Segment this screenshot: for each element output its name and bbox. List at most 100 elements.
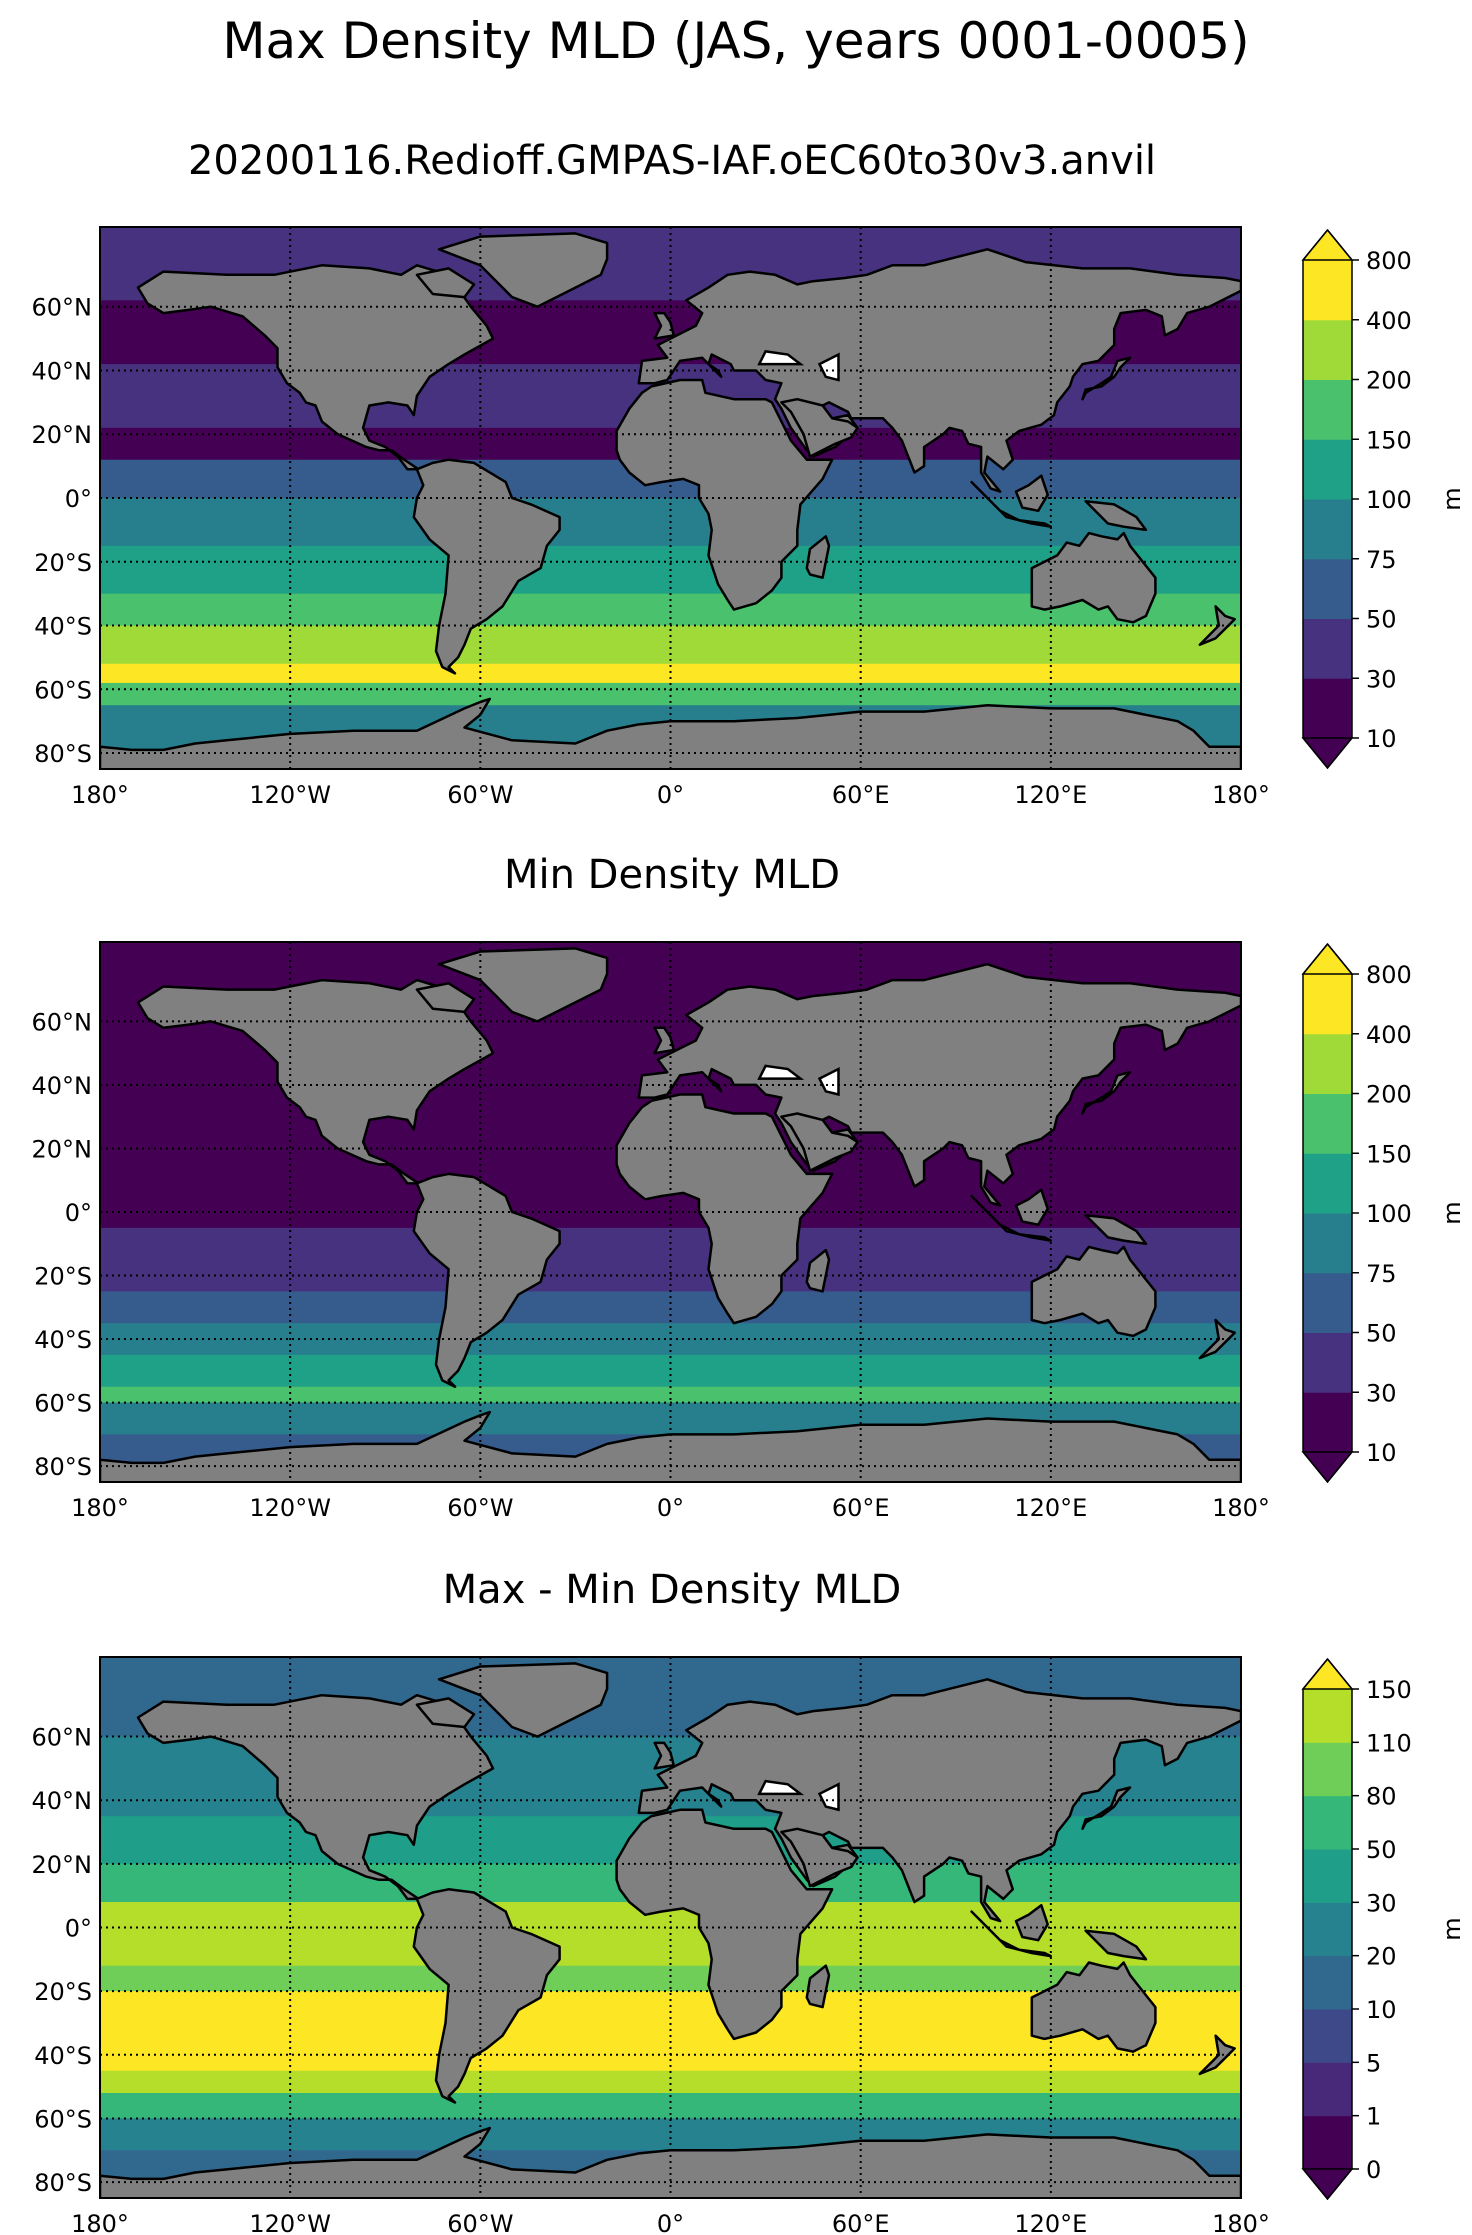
colorbar-tick-label: 50 xyxy=(1366,1836,1397,1864)
colorbar-min: 10 30 50 75 100 150 200 400 800 m xyxy=(1301,942,1466,1484)
black-sea xyxy=(757,1064,805,1080)
colorbar-tick-label: 10 xyxy=(1366,725,1397,753)
colorbar-segment xyxy=(1303,618,1352,679)
landmass-eurasia xyxy=(637,248,1241,493)
colorbar-segment xyxy=(1303,1332,1352,1393)
longitude-tick-label: 180° xyxy=(1212,1494,1270,1522)
colorbar-tick-label: 30 xyxy=(1366,665,1397,693)
colorbar-segment xyxy=(1303,1955,1352,2010)
landmass-arabia xyxy=(780,1827,859,1888)
caspian-sea xyxy=(817,1782,840,1812)
longitude-tick-label: 180° xyxy=(71,781,129,809)
longitude-tick-label: 120°E xyxy=(1014,781,1087,809)
landmass-new-zealand xyxy=(1198,2034,1236,2076)
colorbar-tick-label: 200 xyxy=(1366,1081,1412,1109)
longitude-tick-label: 60°W xyxy=(447,1494,513,1522)
colorbar-tick-label: 75 xyxy=(1366,1260,1397,1288)
latitude-tick-label: 60°N xyxy=(32,1724,93,1752)
latitude-tick-label: 20°S xyxy=(34,1978,92,2006)
latitude-tick-label: 40°S xyxy=(34,2042,92,2070)
landmass-borneo xyxy=(1014,474,1049,513)
colorbar-segment xyxy=(1303,499,1352,560)
colorbar-segment xyxy=(1303,1153,1352,1214)
colorbar-tick-label: 100 xyxy=(1366,1200,1412,1228)
colorbar-extend-max xyxy=(1301,942,1354,975)
colorbar-extend-min xyxy=(1301,737,1354,770)
ocean-band-min-5 xyxy=(100,1386,1241,1404)
latitude-tick-label: 40°N xyxy=(32,1072,93,1100)
colorbar-segment xyxy=(1303,2009,1352,2063)
colorbar-extend-max xyxy=(1301,1657,1354,1690)
landmass-uk xyxy=(653,1026,675,1055)
landmass-baffin xyxy=(415,1697,476,1729)
latitude-tick-label: 80°S xyxy=(34,2169,92,2197)
longitude-tick-label: 120°E xyxy=(1014,2210,1087,2235)
latitude-tick-label: 60°N xyxy=(32,294,93,322)
colorbar-extend-max xyxy=(1301,228,1354,261)
colorbar-tick-label: 200 xyxy=(1366,367,1412,395)
map-frame xyxy=(99,1656,1242,2199)
landmass-north-america xyxy=(136,1693,495,1904)
colorbar-tick-label: 80 xyxy=(1366,1783,1397,1811)
landmass-australia xyxy=(1030,531,1157,624)
ocean-band-max-10 xyxy=(100,682,1241,706)
latitude-tick-label: 0° xyxy=(65,485,92,513)
ocean-band-max-9 xyxy=(100,663,1241,684)
colorbar-tick-label: 75 xyxy=(1366,546,1397,574)
colorbar-tick-label: 50 xyxy=(1366,606,1397,634)
panel-title-diff-mld: Max - Min Density MLD xyxy=(442,1567,902,1613)
colorbar-segment xyxy=(1303,379,1352,440)
colorbar-segment xyxy=(1303,1689,1352,1743)
colorbar-segment xyxy=(1303,678,1352,739)
colorbar-tick-label: 10 xyxy=(1366,1996,1397,2024)
landmass-japan xyxy=(1081,356,1132,401)
latitude-tick-label: 60°N xyxy=(32,1008,93,1036)
longitude-tick-label: 120°E xyxy=(1014,1494,1087,1522)
longitude-tick-label: 60°W xyxy=(447,2210,513,2235)
ocean-band-min-4 xyxy=(100,1354,1241,1388)
landmass-arabia xyxy=(780,1112,859,1172)
landmass-australia xyxy=(1030,1245,1157,1338)
colorbar-tick-label: 5 xyxy=(1366,2049,1381,2077)
longitude-tick-label: 120°W xyxy=(249,781,331,809)
latitude-tick-label: 40°S xyxy=(34,613,92,641)
longitude-tick-label: 60°W xyxy=(447,781,513,809)
longitude-tick-label: 120°W xyxy=(249,1494,331,1522)
landmass-borneo xyxy=(1014,1903,1049,1942)
longitude-tick-label: 180° xyxy=(1212,2210,1270,2235)
longitude-tick-label: 180° xyxy=(71,2210,129,2235)
longitude-tick-label: 180° xyxy=(71,1494,129,1522)
colorbar-tick-label: 50 xyxy=(1366,1320,1397,1348)
landmass-arabia xyxy=(780,397,859,458)
landmass-uk xyxy=(653,311,675,340)
landmass-south-america xyxy=(412,1172,561,1388)
ocean-band-max-8 xyxy=(100,625,1241,665)
colorbar-unit-label: m xyxy=(1438,487,1466,510)
latitude-tick-label: 40°S xyxy=(34,1326,92,1354)
landmass-new-zealand xyxy=(1198,605,1236,646)
colorbar-segment xyxy=(1303,260,1352,321)
colorbar-segment xyxy=(1303,2115,1352,2170)
longitude-tick-label: 0° xyxy=(657,781,684,809)
colorbar-segment xyxy=(1303,1902,1352,1957)
black-sea xyxy=(757,349,805,366)
landmass-new-guinea xyxy=(1084,1929,1148,1961)
black-sea xyxy=(757,1779,805,1796)
landmass-borneo xyxy=(1014,1188,1049,1226)
colorbar-tick-label: 150 xyxy=(1366,1140,1412,1168)
ocean-band-diff-7 xyxy=(100,2070,1241,2094)
colorbar-tick-label: 30 xyxy=(1366,1379,1397,1407)
longitude-tick-label: 180° xyxy=(1212,781,1270,809)
latitude-tick-label: 0° xyxy=(65,1915,92,1943)
latitude-tick-label: 20°N xyxy=(32,1135,93,1163)
latitude-tick-label: 20°S xyxy=(34,1263,92,1291)
landmass-indonesia xyxy=(970,480,1053,528)
latitude-tick-label: 20°N xyxy=(32,421,93,449)
map-panel-min: 180° 120°W 60°W 0° 60°E 120°E 180° 60°N 40°N 20°N… xyxy=(32,941,1466,1522)
landmass-new-guinea xyxy=(1084,1213,1148,1246)
latitude-tick-label: 40°N xyxy=(32,1787,93,1815)
colorbar-segment xyxy=(1303,1272,1352,1333)
latitude-tick-label: 0° xyxy=(65,1199,92,1227)
colorbar-tick-label: 800 xyxy=(1366,247,1412,275)
landmass-uk xyxy=(653,1741,675,1770)
